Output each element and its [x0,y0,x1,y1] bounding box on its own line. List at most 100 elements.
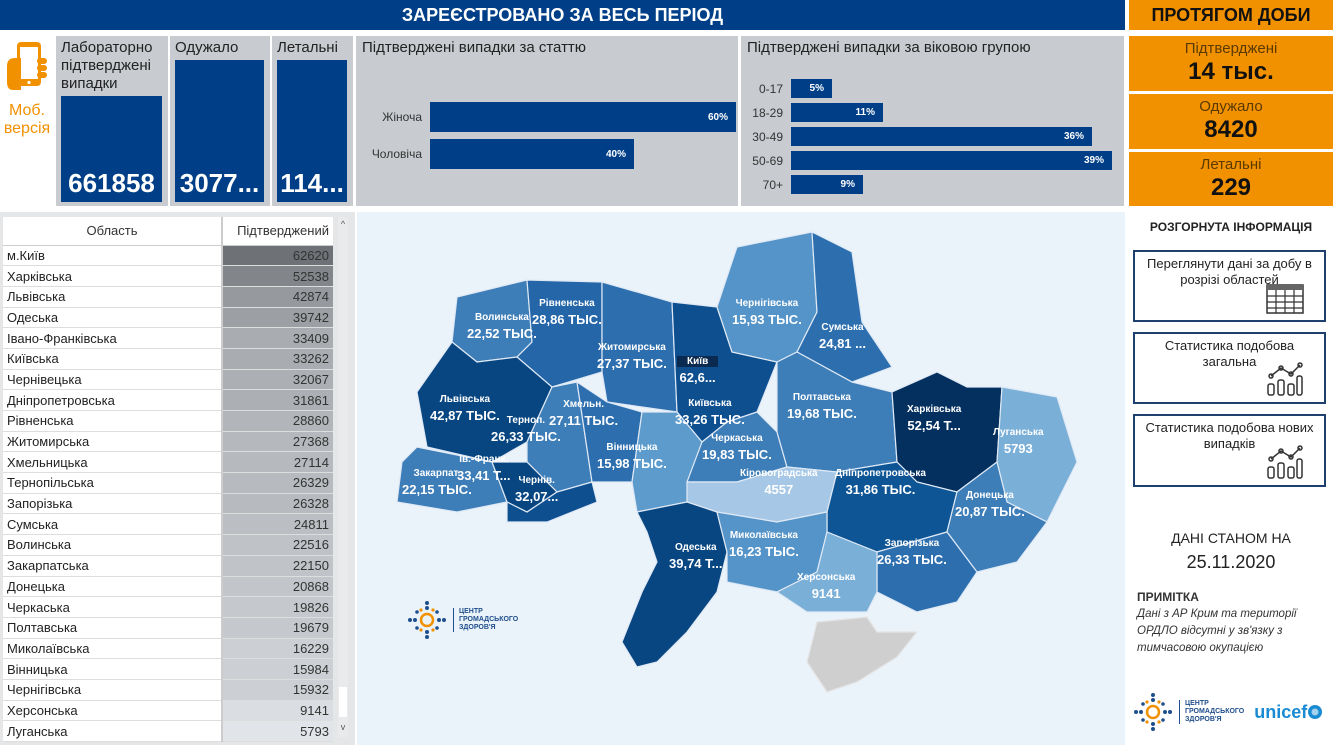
map-label[interactable]: Чернігівська 15,93 ТЫС. [732,298,802,327]
table-row[interactable]: Запорізька 26328 [3,493,333,515]
map-label[interactable]: Кіровоградська 4557 [740,468,818,497]
gender-chart: Підтверджені випадки за статтю Жіноча 60… [356,36,738,206]
column-header-region[interactable]: Область [3,217,222,246]
table-row[interactable]: Київська 33262 [3,348,333,370]
age-bar-row[interactable]: 18-29 11% [741,103,883,122]
map-label[interactable]: Хмельн. 27,11 ТЫС. [549,399,619,428]
age-bar-row[interactable]: 50-69 39% [741,151,1112,170]
table-row[interactable]: Рівненська 28860 [3,410,333,432]
table-row[interactable]: Миколаївська 16229 [3,638,333,660]
daily-stats-new-button[interactable]: Статистика подобова нових випадків [1133,414,1326,487]
kpi-confirmed: Лабораторно підтверджені випадки 661858 [56,36,168,206]
gender-bar-row[interactable]: Жіноча 60% [356,102,736,132]
confirmed-count: 52538 [221,265,333,287]
confirmed-count: 15932 [221,679,333,701]
note: ПРИМІТКА Дані з АР Крим та території ОРД… [1137,590,1333,657]
table-row[interactable]: м.Київ 62620 [3,245,333,267]
phc-logo-icon [1134,693,1172,731]
table-row[interactable]: Чернігівська 15932 [3,679,333,701]
table-row[interactable]: Черкаська 19826 [3,596,333,618]
map-label[interactable]: Дніпропетровська 31,86 ТЫС. [835,468,926,497]
map-label[interactable]: Ів.-Франк. 33,41 Т... [457,454,511,483]
map-label[interactable]: Закарпат. 22,15 ТЫС. [402,468,472,497]
map-label[interactable]: Полтавська 19,68 ТЫС. [787,392,857,421]
map-label[interactable]: Черкаська 19,83 ТЫС. [702,433,772,462]
region-name: Херсонська [3,700,222,722]
scroll-up-icon[interactable]: ^ [340,219,346,229]
phone-hand-icon [7,42,47,90]
map-label[interactable]: Волинська 22,52 ТЫС. [467,312,537,341]
day-title: ПРОТЯГОМ ДОБИ [1151,4,1311,25]
table-row[interactable]: Чернівецька 32067 [3,369,333,391]
scroll-down-icon[interactable]: v [340,722,346,732]
confirmed-count: 19826 [221,596,333,618]
age-bar-label: 50-69 [752,153,783,168]
table-row[interactable]: Дніпропетровська 31861 [3,389,333,411]
table-row[interactable]: Донецька 20868 [3,576,333,598]
gender-bar-label: Жіноча [382,110,422,124]
age-bar-row[interactable]: 30-49 36% [741,127,1092,146]
kpi-deaths-value: 114... [277,60,347,202]
table-row[interactable]: Полтавська 19679 [3,617,333,639]
map-label[interactable]: Чернів. 32,07... [515,475,559,504]
daily-recovered-label: Одужало [1199,98,1263,115]
map-label[interactable]: Донецька 20,87 ТЫС. [955,490,1025,519]
scroll-thumb[interactable] [339,687,347,717]
column-header-confirmed[interactable]: Підтверджений [221,217,333,246]
confirmed-count: 42874 [221,286,333,308]
map-label-kyiv-city[interactable]: Київ 62,6... [677,356,719,385]
kpi-recovered-value: 3077... [175,60,264,202]
region-name: Львівська [3,286,222,308]
table-row[interactable]: Херсонська 9141 [3,700,333,722]
table-row[interactable]: Житомирська 27368 [3,431,333,453]
table-row[interactable]: Волинська 22516 [3,534,333,556]
gender-bar: 60% [430,102,736,132]
table-row[interactable]: Одеська 39742 [3,307,333,329]
daily-deaths-label: Летальні [1200,156,1262,173]
map-label[interactable]: Київська 33,26 ТЫС. [675,398,745,427]
map-label[interactable]: Вінницька 15,98 ТЫС. [597,442,667,471]
confirmed-count: 32067 [221,369,333,391]
table-row[interactable]: Вінницька 15984 [3,658,333,680]
table-row[interactable]: Хмельницька 27114 [3,451,333,474]
map-label[interactable]: Одеська 39,74 Т... [669,542,723,571]
daily-stats-new-label: Статистика подобова нових випадків [1145,420,1314,451]
daily-stats-total-button[interactable]: Статистика подобова загальна [1133,332,1326,404]
map-label[interactable]: Львівська 42,87 ТЫС. [430,394,500,423]
region-name: Черкаська [3,596,222,618]
table-row[interactable]: Львівська 42874 [3,286,333,308]
info-title: РОЗГОРНУТА ІНФОРМАЦІЯ [1149,220,1313,234]
table-row[interactable]: Івано-Франківська 33409 [3,327,333,349]
age-bar: 5% [791,79,832,98]
map-label[interactable]: Сумська 24,81 ... [819,322,866,351]
daily-by-region-button[interactable]: Переглянути дані за добу в розрізі облас… [1133,250,1326,322]
table-row[interactable]: Луганська 5793 [3,720,333,742]
table-row[interactable]: Закарпатська 22150 [3,555,333,577]
map-label[interactable]: Рівненська 28,86 ТЫС. [532,298,602,327]
daily-confirmed-value: 14 тыс. [1188,58,1274,85]
gender-bar-label: Чоловіча [371,147,422,161]
map-label[interactable]: Миколаївська 16,23 ТЫС. [729,530,799,559]
region-name: Житомирська [3,431,222,453]
main-title: ЗАРЕЄСТРОВАНО ЗА ВЕСЬ ПЕРІОД [401,4,724,25]
table-row[interactable]: Тернопільська 26329 [3,472,333,494]
map-label[interactable]: Терноп. 26,33 ТЫС. [491,415,561,444]
table-row[interactable]: Харківська 52538 [3,265,333,287]
as-of: ДАНІ СТАНОМ НА 25.11.2020 [1129,530,1333,573]
region-name: Рівненська [3,410,222,432]
table-row[interactable]: Сумська 24811 [3,513,333,536]
map-label[interactable]: Житомирська 27,37 ТЫС. [597,342,667,371]
mobile-version-link[interactable]: Моб. версія [0,36,54,206]
map-label[interactable]: Херсонська 9141 [797,572,856,601]
gender-bar-row[interactable]: Чоловіча 40% [356,139,634,169]
table-scrollbar[interactable]: ^ v [338,217,348,737]
daily-recovered: Одужало 8420 [1129,94,1333,149]
map-label[interactable]: Запорізька 26,33 ТЫС. [877,538,947,567]
table-icon [1266,284,1304,314]
daily-deaths-value: 229 [1210,174,1252,201]
phc-logo-map: ЦЕНТР ГРОМАДСЬКОГО ЗДОРОВ'Я [407,600,518,640]
map-label[interactable]: Луганська 5793 [993,427,1044,456]
age-bar-row[interactable]: 70+ 9% [741,175,863,194]
age-bar-row[interactable]: 0-17 5% [741,79,832,98]
map-label[interactable]: Харківська 52,54 Т... [907,404,962,433]
